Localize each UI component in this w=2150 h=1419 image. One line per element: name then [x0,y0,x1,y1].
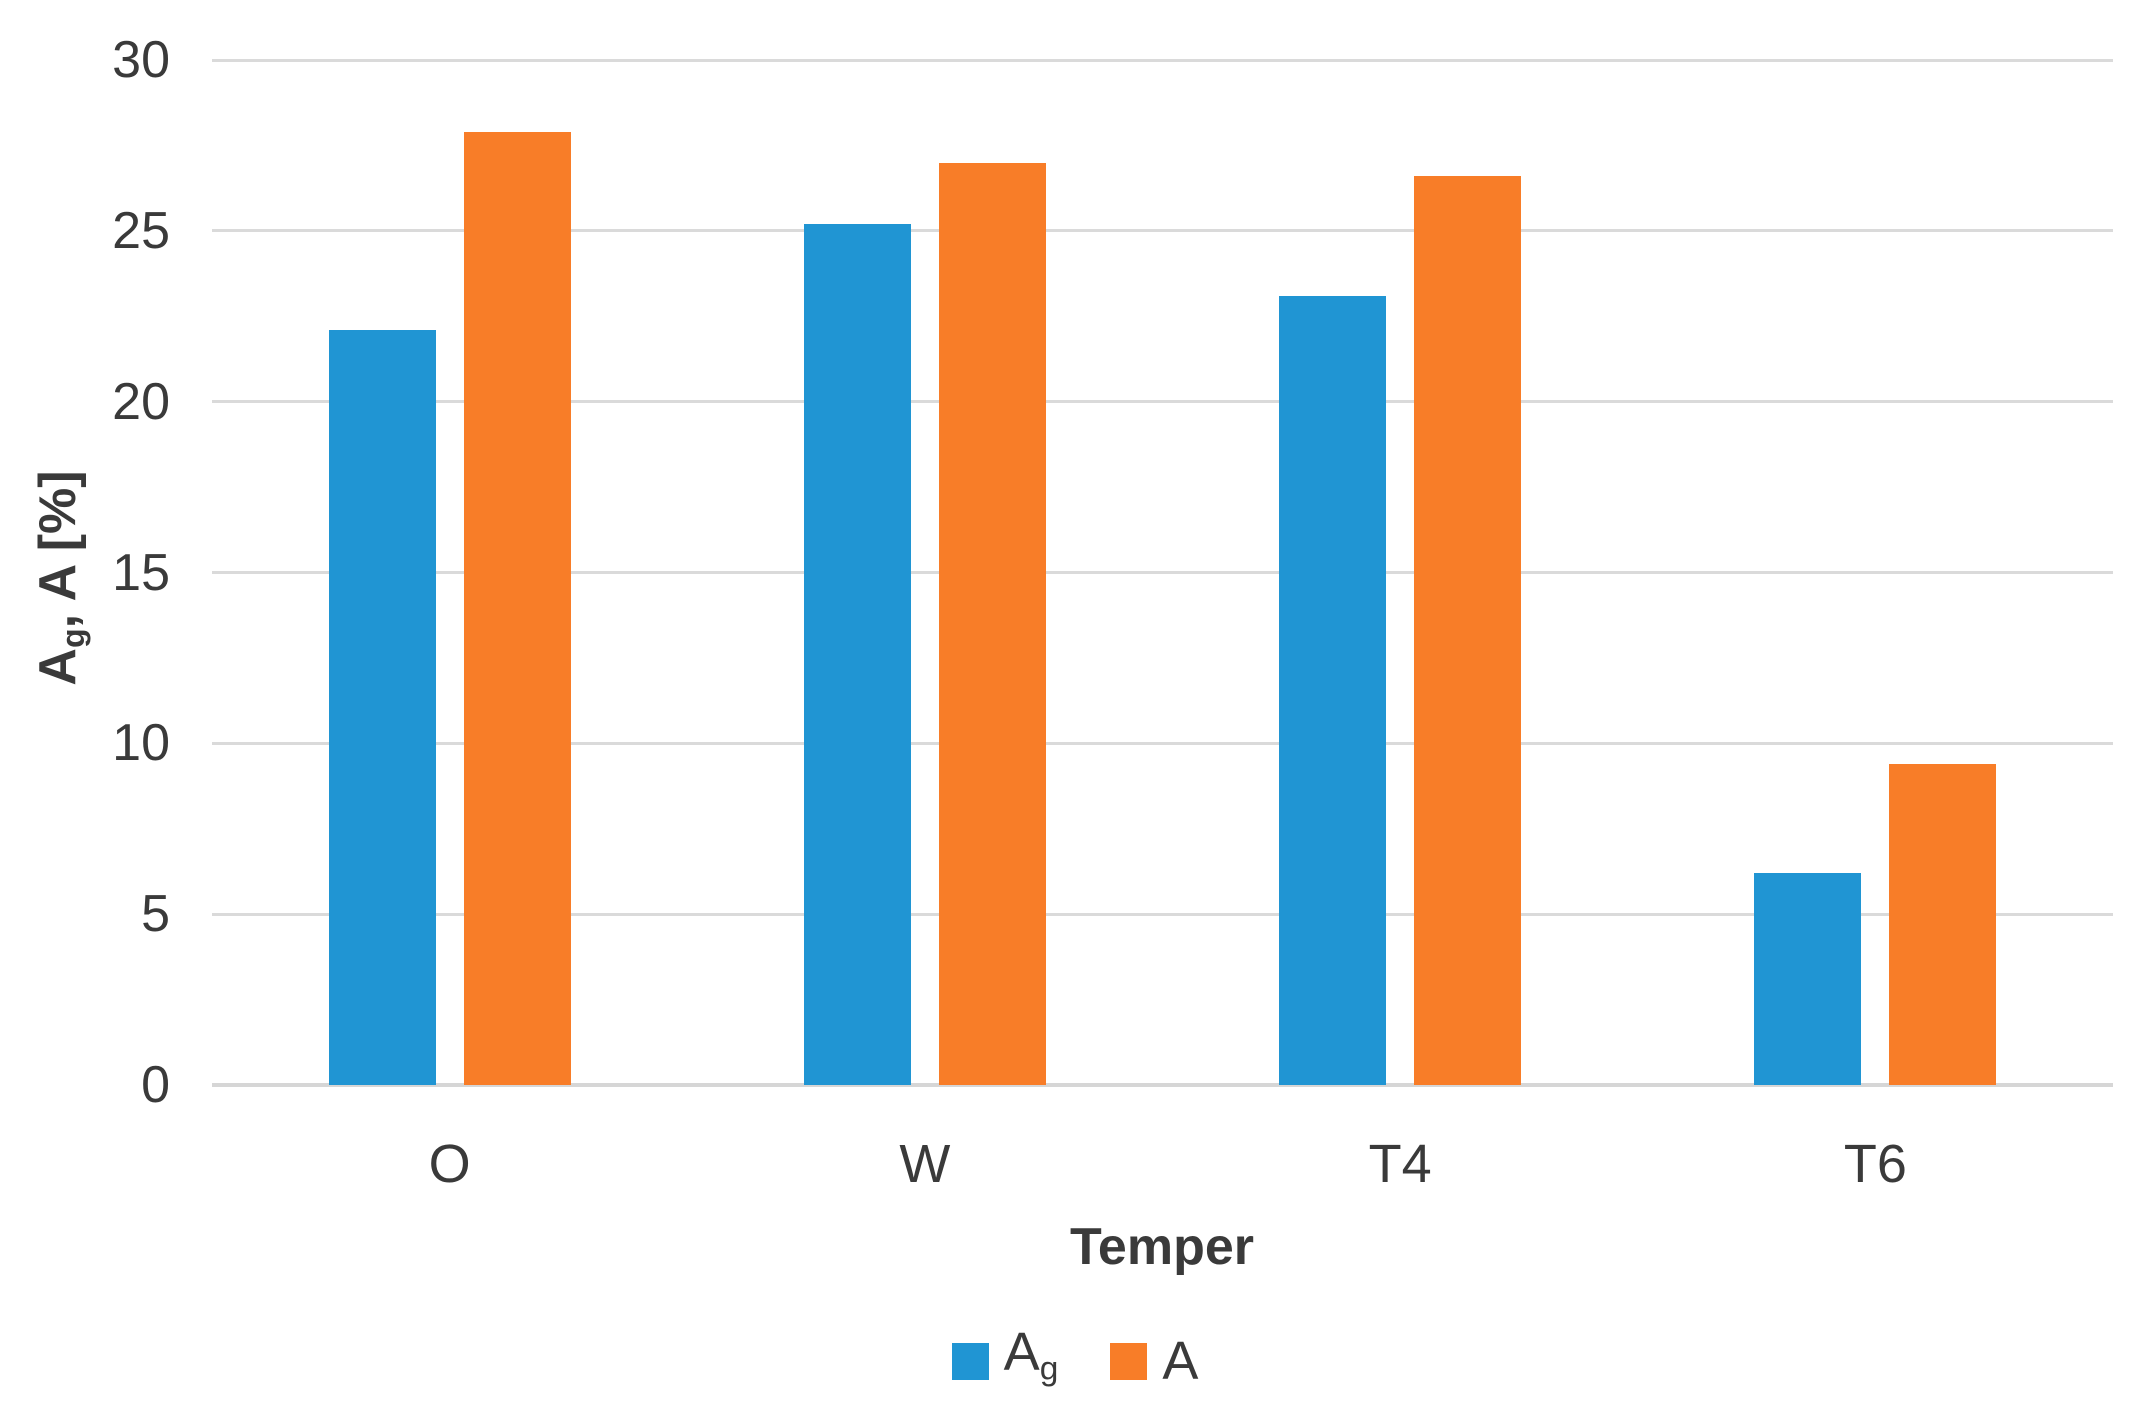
legend-swatch-Ag [951,1342,989,1380]
bar-A-T6 [1889,763,1997,1085]
bar-Ag-T4 [1279,295,1387,1085]
gridline-y-30 [212,58,2113,62]
bar-A-W [938,162,1046,1085]
x-tick-label-W: W [899,1134,951,1194]
bar-group-T4 [1279,60,1522,1085]
gridline-y-15 [212,571,2113,574]
y-tick-label-25: 25 [112,201,170,260]
legend-item-Ag: Ag [951,1313,1059,1408]
legend-swatch-A [1110,1342,1148,1380]
x-tick-label-T6: T6 [1843,1134,1907,1194]
bar-group-T6 [1754,60,1997,1085]
legend-item-A: A [1110,1322,1198,1400]
legend-label-Ag: Ag [1004,1313,1059,1408]
bar-A-O [463,131,571,1085]
y-tick-label-10: 10 [112,714,170,773]
legend-label-base: A [1003,1322,1040,1383]
y-tick-label-15: 15 [112,543,170,602]
gridline-y-20 [212,400,2113,404]
bar-group-O [328,60,571,1085]
y-tick-label-20: 20 [112,372,170,431]
legend: Ag A [0,1322,2150,1400]
bar-Ag-T6 [1754,873,1862,1085]
bar-Ag-O [328,329,436,1085]
x-axis-line [212,1083,2113,1087]
plot-area [212,58,2113,1087]
y-tick-label-30: 30 [112,31,170,89]
y-axis-title-subscript: g [55,628,92,649]
x-tick-label-T4: T4 [1368,1134,1432,1194]
x-axis-title: Temper [1070,1218,1254,1276]
legend-label-base: A [1162,1331,1199,1391]
bar-Ag-W [803,224,911,1085]
legend-label-subscript: g [1039,1350,1059,1388]
legend-label-A: A [1162,1322,1198,1400]
bar-A-T4 [1414,176,1522,1085]
gridline-y-5 [212,912,2113,916]
y-tick-label-5: 5 [141,885,170,944]
bar-group-W [803,60,1046,1085]
y-axis-title-base: A [29,648,87,686]
gridline-y-25 [212,229,2113,233]
y-tick-label-0: 0 [141,1056,170,1114]
x-tick-label-O: O [428,1134,471,1194]
gridline-y-10 [212,741,2113,745]
